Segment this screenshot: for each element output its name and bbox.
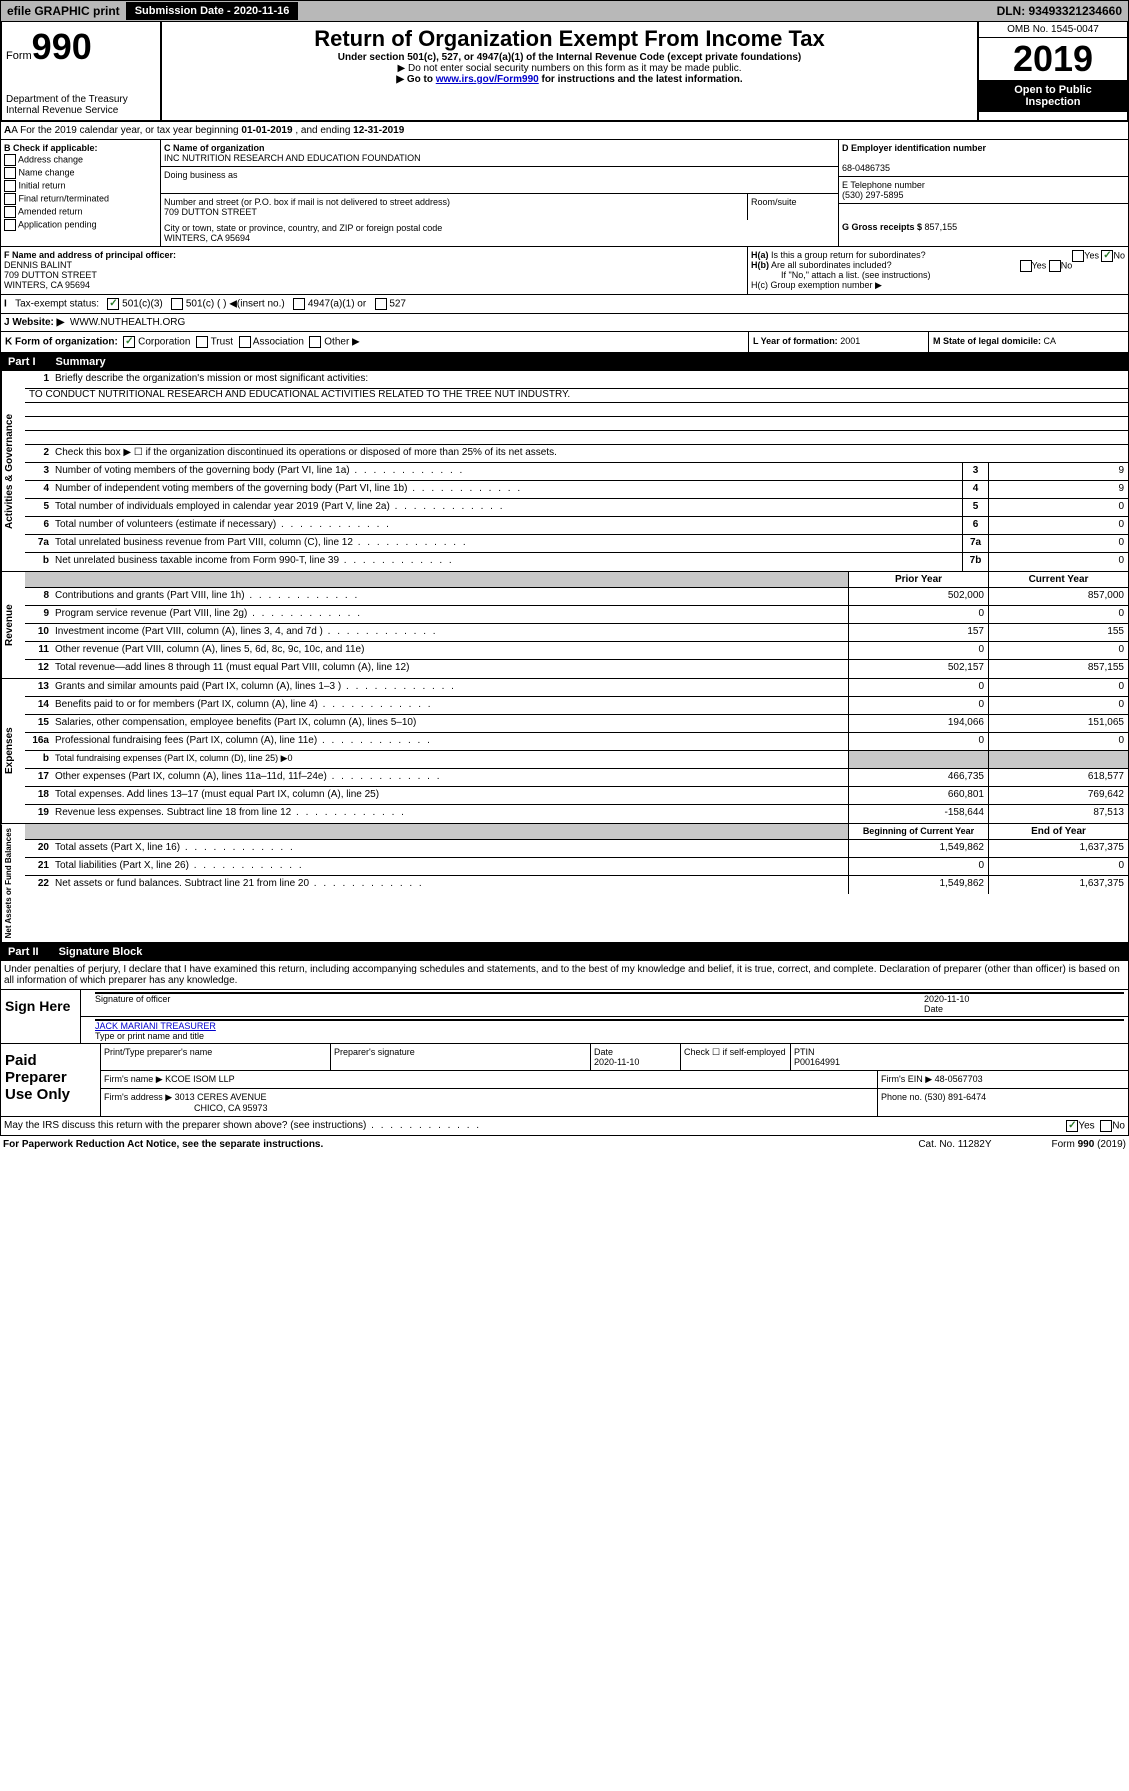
cb-527[interactable] [375, 298, 387, 310]
signer-name[interactable]: JACK MARIANI TREASURER [95, 1021, 216, 1031]
firm-phone: (530) 891-6474 [925, 1092, 987, 1102]
website: WWW.NUTHEALTH.ORG [70, 317, 185, 328]
dept-label: Department of the TreasuryInternal Reven… [6, 94, 156, 116]
firm-name: KCOE ISOM LLP [165, 1074, 235, 1084]
perjury-text: Under penalties of perjury, I declare th… [0, 961, 1129, 990]
form-word: Form [6, 50, 32, 62]
row-a-period: AA For the 2019 calendar year, or tax ye… [0, 122, 1129, 140]
subtitle-2: ▶ Do not enter social security numbers o… [166, 63, 973, 74]
cb-corp[interactable] [123, 336, 135, 348]
top-toolbar: efile GRAPHIC print Submission Date - 20… [0, 0, 1129, 22]
street-address: 709 DUTTON STREET [164, 207, 257, 217]
side-netassets: Net Assets or Fund Balances [1, 824, 25, 942]
row-fgh: F Name and address of principal officer:… [0, 247, 1129, 295]
discuss-row: May the IRS discuss this return with the… [0, 1117, 1129, 1136]
cb-trust[interactable] [196, 336, 208, 348]
instructions-link[interactable]: www.irs.gov/Form990 [436, 74, 539, 85]
firm-ein: 48-0567703 [935, 1074, 983, 1084]
cb-discuss-yes[interactable] [1066, 1120, 1078, 1132]
omb-number: OMB No. 1545-0047 [979, 22, 1127, 38]
part1-body: Activities & Governance 1Briefly describ… [0, 371, 1129, 943]
signature-section: Sign Here Signature of officer2020-11-10… [0, 990, 1129, 1044]
row-website: J Website: ▶ WWW.NUTHEALTH.ORG [0, 314, 1129, 332]
side-expenses: Expenses [1, 679, 25, 823]
dln: DLN: 93493321234660 [991, 4, 1128, 18]
paid-preparer-section: Paid Preparer Use Only Print/Type prepar… [0, 1044, 1129, 1117]
cb-name-change[interactable]: Name change [4, 167, 157, 179]
open-inspection: Open to PublicInspection [979, 80, 1127, 112]
form-header: Form990 Department of the TreasuryIntern… [0, 22, 1129, 122]
cb-amended[interactable]: Amended return [4, 206, 157, 218]
mission-text: TO CONDUCT NUTRITIONAL RESEARCH AND EDUC… [25, 389, 1128, 403]
col-c-org-info: C Name of organizationINC NUTRITION RESE… [161, 140, 838, 246]
subtitle-3: ▶ Go to www.irs.gov/Form990 for instruct… [166, 74, 973, 85]
col-d-contact: D Employer identification number68-04867… [838, 140, 1128, 246]
phone: (530) 297-5895 [842, 190, 904, 200]
ptin: P00164991 [794, 1057, 840, 1067]
form-title: Return of Organization Exempt From Incom… [166, 26, 973, 52]
state-domicile: CA [1044, 336, 1057, 346]
cb-initial-return[interactable]: Initial return [4, 180, 157, 192]
cb-assoc[interactable] [239, 336, 251, 348]
city-state-zip: WINTERS, CA 95694 [164, 233, 250, 243]
side-governance: Activities & Governance [1, 371, 25, 571]
col-b-checkboxes: B Check if applicable: Address change Na… [1, 140, 161, 246]
cb-501c[interactable] [171, 298, 183, 310]
footer: For Paperwork Reduction Act Notice, see … [0, 1136, 1129, 1153]
gross-receipts: 857,155 [925, 222, 958, 232]
side-revenue: Revenue [1, 572, 25, 678]
org-name: INC NUTRITION RESEARCH AND EDUCATION FOU… [164, 153, 421, 163]
tax-year: 2019 [979, 38, 1127, 80]
part1-header: Part ISummary [0, 353, 1129, 371]
cb-address-change[interactable]: Address change [4, 154, 157, 166]
cb-501c3[interactable] [107, 298, 119, 310]
cb-other[interactable] [309, 336, 321, 348]
section-bcd: B Check if applicable: Address change Na… [0, 140, 1129, 247]
row-tax-status: I Tax-exempt status: 501(c)(3) 501(c) ( … [0, 295, 1129, 314]
cb-4947[interactable] [293, 298, 305, 310]
efile-label: efile GRAPHIC print [1, 4, 126, 18]
year-formation: 2001 [840, 336, 860, 346]
officer-name: DENNIS BALINT [4, 260, 72, 270]
ein: 68-0486735 [842, 163, 890, 173]
row-klm: K Form of organization: Corporation Trus… [0, 332, 1129, 353]
submission-date[interactable]: Submission Date - 2020-11-16 [126, 2, 299, 20]
subtitle-1: Under section 501(c), 527, or 4947(a)(1)… [166, 52, 973, 63]
cb-app-pending[interactable]: Application pending [4, 219, 157, 231]
cb-discuss-no[interactable] [1100, 1120, 1112, 1132]
part2-header: Part IISignature Block [0, 943, 1129, 961]
cb-final-return[interactable]: Final return/terminated [4, 193, 157, 205]
form-number: 990 [32, 26, 92, 67]
